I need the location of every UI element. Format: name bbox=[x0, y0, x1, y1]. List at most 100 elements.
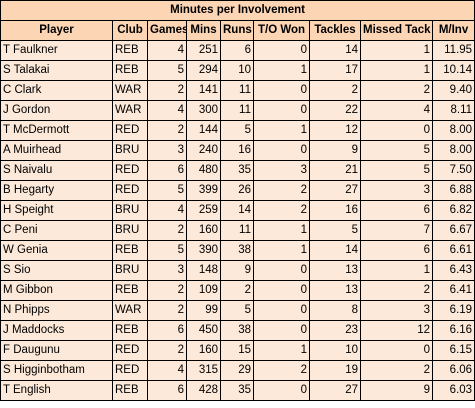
player-cell[interactable]: T Faulkner bbox=[0, 40, 113, 61]
minutes-per-involvement-cell[interactable]: 6.16 bbox=[431, 320, 475, 341]
runs-cell[interactable]: 11 bbox=[220, 80, 254, 101]
club-cell[interactable]: RED bbox=[112, 120, 148, 141]
runs-cell[interactable]: 5 bbox=[220, 120, 254, 141]
club-cell[interactable]: REB bbox=[112, 320, 148, 341]
games-cell[interactable]: 3 bbox=[147, 260, 187, 281]
turnovers-won-cell[interactable]: 0 bbox=[253, 300, 310, 321]
mins-cell[interactable]: 99 bbox=[186, 300, 221, 321]
player-cell[interactable]: C Peni bbox=[0, 220, 113, 241]
missed-tackles-cell[interactable]: 4 bbox=[360, 100, 433, 121]
club-cell[interactable]: REB bbox=[112, 60, 148, 81]
tackles-cell[interactable]: 13 bbox=[309, 280, 361, 301]
table-row[interactable]: A Muirhead BRU 3 240 16 0 9 5 8.00 bbox=[0, 140, 475, 161]
club-cell[interactable]: WAR bbox=[112, 100, 148, 121]
missed-tackles-cell[interactable]: 3 bbox=[360, 300, 433, 321]
player-cell[interactable]: A Muirhead bbox=[0, 140, 113, 161]
mins-cell[interactable]: 148 bbox=[186, 260, 221, 281]
games-cell[interactable]: 6 bbox=[147, 160, 187, 181]
tackles-cell[interactable]: 12 bbox=[309, 120, 361, 141]
table-row[interactable]: B Hegarty RED 5 399 26 2 27 3 6.88 bbox=[0, 180, 475, 201]
club-cell[interactable]: REB bbox=[112, 40, 148, 61]
tackles-cell[interactable]: 19 bbox=[309, 360, 361, 381]
column-header-runs[interactable]: Runs bbox=[220, 20, 254, 41]
club-cell[interactable]: BRU bbox=[112, 260, 148, 281]
turnovers-won-cell[interactable]: 0 bbox=[253, 320, 310, 341]
player-cell[interactable]: J Gordon bbox=[0, 100, 113, 121]
minutes-per-involvement-cell[interactable]: 8.11 bbox=[431, 100, 475, 121]
turnovers-won-cell[interactable]: 1 bbox=[253, 340, 310, 361]
mins-cell[interactable]: 399 bbox=[186, 180, 221, 201]
missed-tackles-cell[interactable]: 9 bbox=[360, 380, 433, 401]
table-row[interactable]: T English REB 6 428 35 0 27 9 6.03 bbox=[0, 380, 475, 401]
games-cell[interactable]: 6 bbox=[147, 380, 187, 401]
minutes-per-involvement-cell[interactable]: 10.14 bbox=[431, 60, 475, 81]
minutes-per-involvement-cell[interactable]: 6.03 bbox=[431, 380, 475, 401]
games-cell[interactable]: 5 bbox=[147, 60, 187, 81]
club-cell[interactable]: WAR bbox=[112, 300, 148, 321]
player-cell[interactable]: S Talakai bbox=[0, 60, 113, 81]
mins-cell[interactable]: 141 bbox=[186, 80, 221, 101]
club-cell[interactable]: REB bbox=[112, 380, 148, 401]
player-cell[interactable]: B Hegarty bbox=[0, 180, 113, 201]
runs-cell[interactable]: 38 bbox=[220, 320, 254, 341]
games-cell[interactable]: 2 bbox=[147, 280, 187, 301]
tackles-cell[interactable]: 27 bbox=[309, 180, 361, 201]
mins-cell[interactable]: 480 bbox=[186, 160, 221, 181]
mins-cell[interactable]: 240 bbox=[186, 140, 221, 161]
missed-tackles-cell[interactable]: 12 bbox=[360, 320, 433, 341]
runs-cell[interactable]: 26 bbox=[220, 180, 254, 201]
missed-tackles-cell[interactable]: 2 bbox=[360, 280, 433, 301]
player-cell[interactable]: J Maddocks bbox=[0, 320, 113, 341]
tackles-cell[interactable]: 22 bbox=[309, 100, 361, 121]
minutes-per-involvement-cell[interactable]: 6.88 bbox=[431, 180, 475, 201]
turnovers-won-cell[interactable]: 0 bbox=[253, 100, 310, 121]
games-cell[interactable]: 2 bbox=[147, 80, 187, 101]
table-row[interactable]: W Genia REB 5 390 38 1 14 6 6.61 bbox=[0, 240, 475, 261]
tackles-cell[interactable]: 13 bbox=[309, 260, 361, 281]
player-cell[interactable]: F Daugunu bbox=[0, 340, 113, 361]
runs-cell[interactable]: 35 bbox=[220, 380, 254, 401]
tackles-cell[interactable]: 2 bbox=[309, 80, 361, 101]
missed-tackles-cell[interactable]: 7 bbox=[360, 220, 433, 241]
runs-cell[interactable]: 11 bbox=[220, 100, 254, 121]
club-cell[interactable]: BRU bbox=[112, 200, 148, 221]
player-cell[interactable]: S Higginbotham bbox=[0, 360, 113, 381]
tackles-cell[interactable]: 16 bbox=[309, 200, 361, 221]
club-cell[interactable]: REB bbox=[112, 240, 148, 261]
games-cell[interactable]: 4 bbox=[147, 360, 187, 381]
minutes-per-involvement-cell[interactable]: 6.06 bbox=[431, 360, 475, 381]
table-row[interactable]: C Peni BRU 2 160 11 1 5 7 6.67 bbox=[0, 220, 475, 241]
turnovers-won-cell[interactable]: 3 bbox=[253, 160, 310, 181]
games-cell[interactable]: 4 bbox=[147, 200, 187, 221]
tackles-cell[interactable]: 8 bbox=[309, 300, 361, 321]
club-cell[interactable]: REB bbox=[112, 280, 148, 301]
turnovers-won-cell[interactable]: 1 bbox=[253, 60, 310, 81]
player-cell[interactable]: W Genia bbox=[0, 240, 113, 261]
mins-cell[interactable]: 144 bbox=[186, 120, 221, 141]
player-cell[interactable]: S Sio bbox=[0, 260, 113, 281]
runs-cell[interactable]: 6 bbox=[220, 40, 254, 61]
tackles-cell[interactable]: 14 bbox=[309, 240, 361, 261]
table-row[interactable]: F Daugunu RED 2 160 15 1 10 0 6.15 bbox=[0, 340, 475, 361]
turnovers-won-cell[interactable]: 1 bbox=[253, 220, 310, 241]
turnovers-won-cell[interactable]: 0 bbox=[253, 80, 310, 101]
minutes-per-involvement-cell[interactable]: 11.95 bbox=[431, 40, 475, 61]
minutes-per-involvement-cell[interactable]: 6.82 bbox=[431, 200, 475, 221]
tackles-cell[interactable]: 27 bbox=[309, 380, 361, 401]
minutes-per-involvement-cell[interactable]: 8.00 bbox=[431, 120, 475, 141]
missed-tackles-cell[interactable]: 0 bbox=[360, 120, 433, 141]
runs-cell[interactable]: 35 bbox=[220, 160, 254, 181]
club-cell[interactable]: RED bbox=[112, 360, 148, 381]
mins-cell[interactable]: 160 bbox=[186, 340, 221, 361]
mins-cell[interactable]: 160 bbox=[186, 220, 221, 241]
minutes-per-involvement-cell[interactable]: 8.00 bbox=[431, 140, 475, 161]
table-row[interactable]: J Maddocks REB 6 450 38 0 23 12 6.16 bbox=[0, 320, 475, 341]
missed-tackles-cell[interactable]: 6 bbox=[360, 200, 433, 221]
table-row[interactable]: T McDermott RED 2 144 5 1 12 0 8.00 bbox=[0, 120, 475, 141]
runs-cell[interactable]: 16 bbox=[220, 140, 254, 161]
table-row[interactable]: J Gordon WAR 4 300 11 0 22 4 8.11 bbox=[0, 100, 475, 121]
games-cell[interactable]: 4 bbox=[147, 40, 187, 61]
tackles-cell[interactable]: 23 bbox=[309, 320, 361, 341]
tackles-cell[interactable]: 17 bbox=[309, 60, 361, 81]
table-row[interactable]: N Phipps WAR 2 99 5 0 8 3 6.19 bbox=[0, 300, 475, 321]
